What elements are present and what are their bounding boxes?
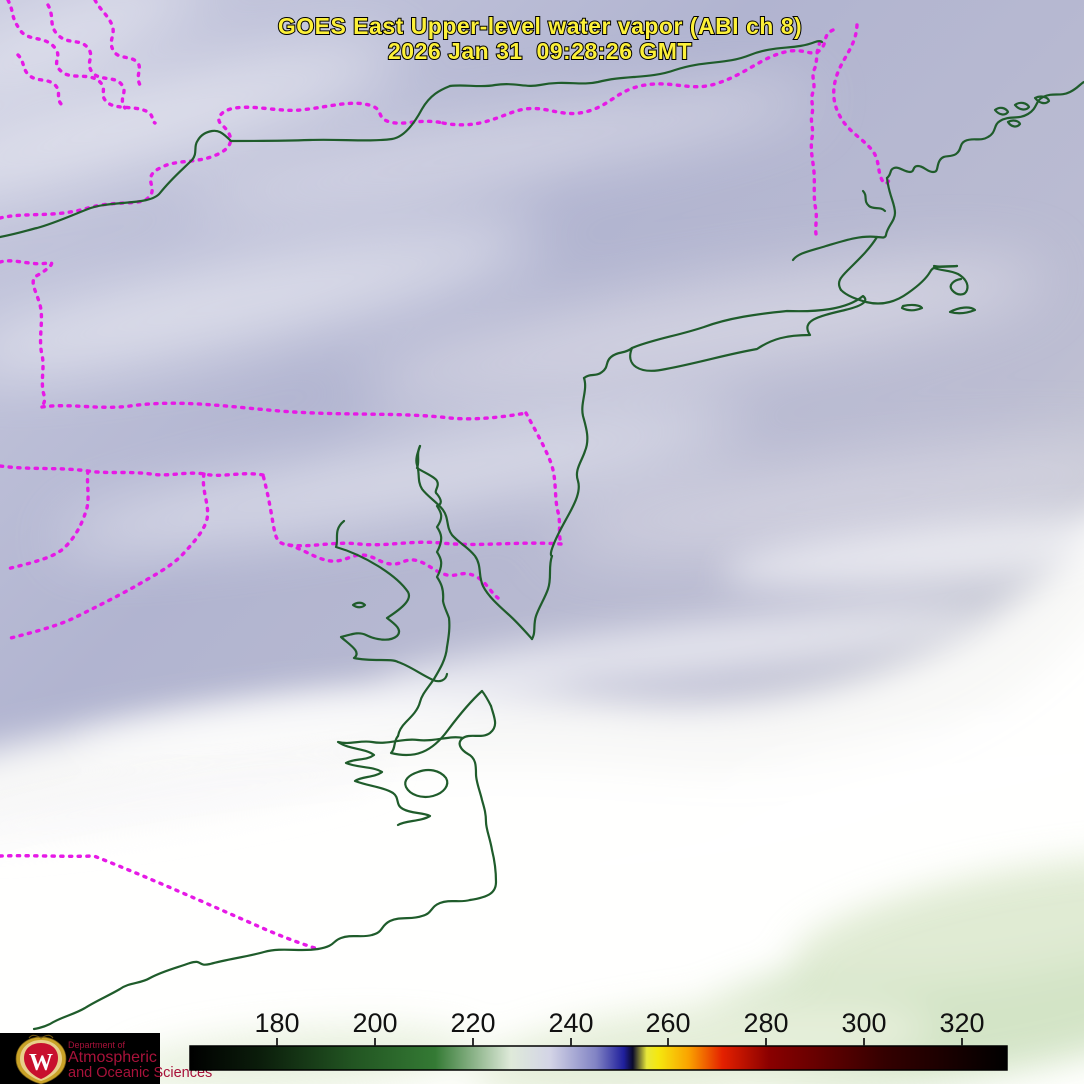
svg-text:W: W	[29, 1050, 53, 1076]
svg-text:Atmospheric: Atmospheric	[68, 1049, 157, 1066]
